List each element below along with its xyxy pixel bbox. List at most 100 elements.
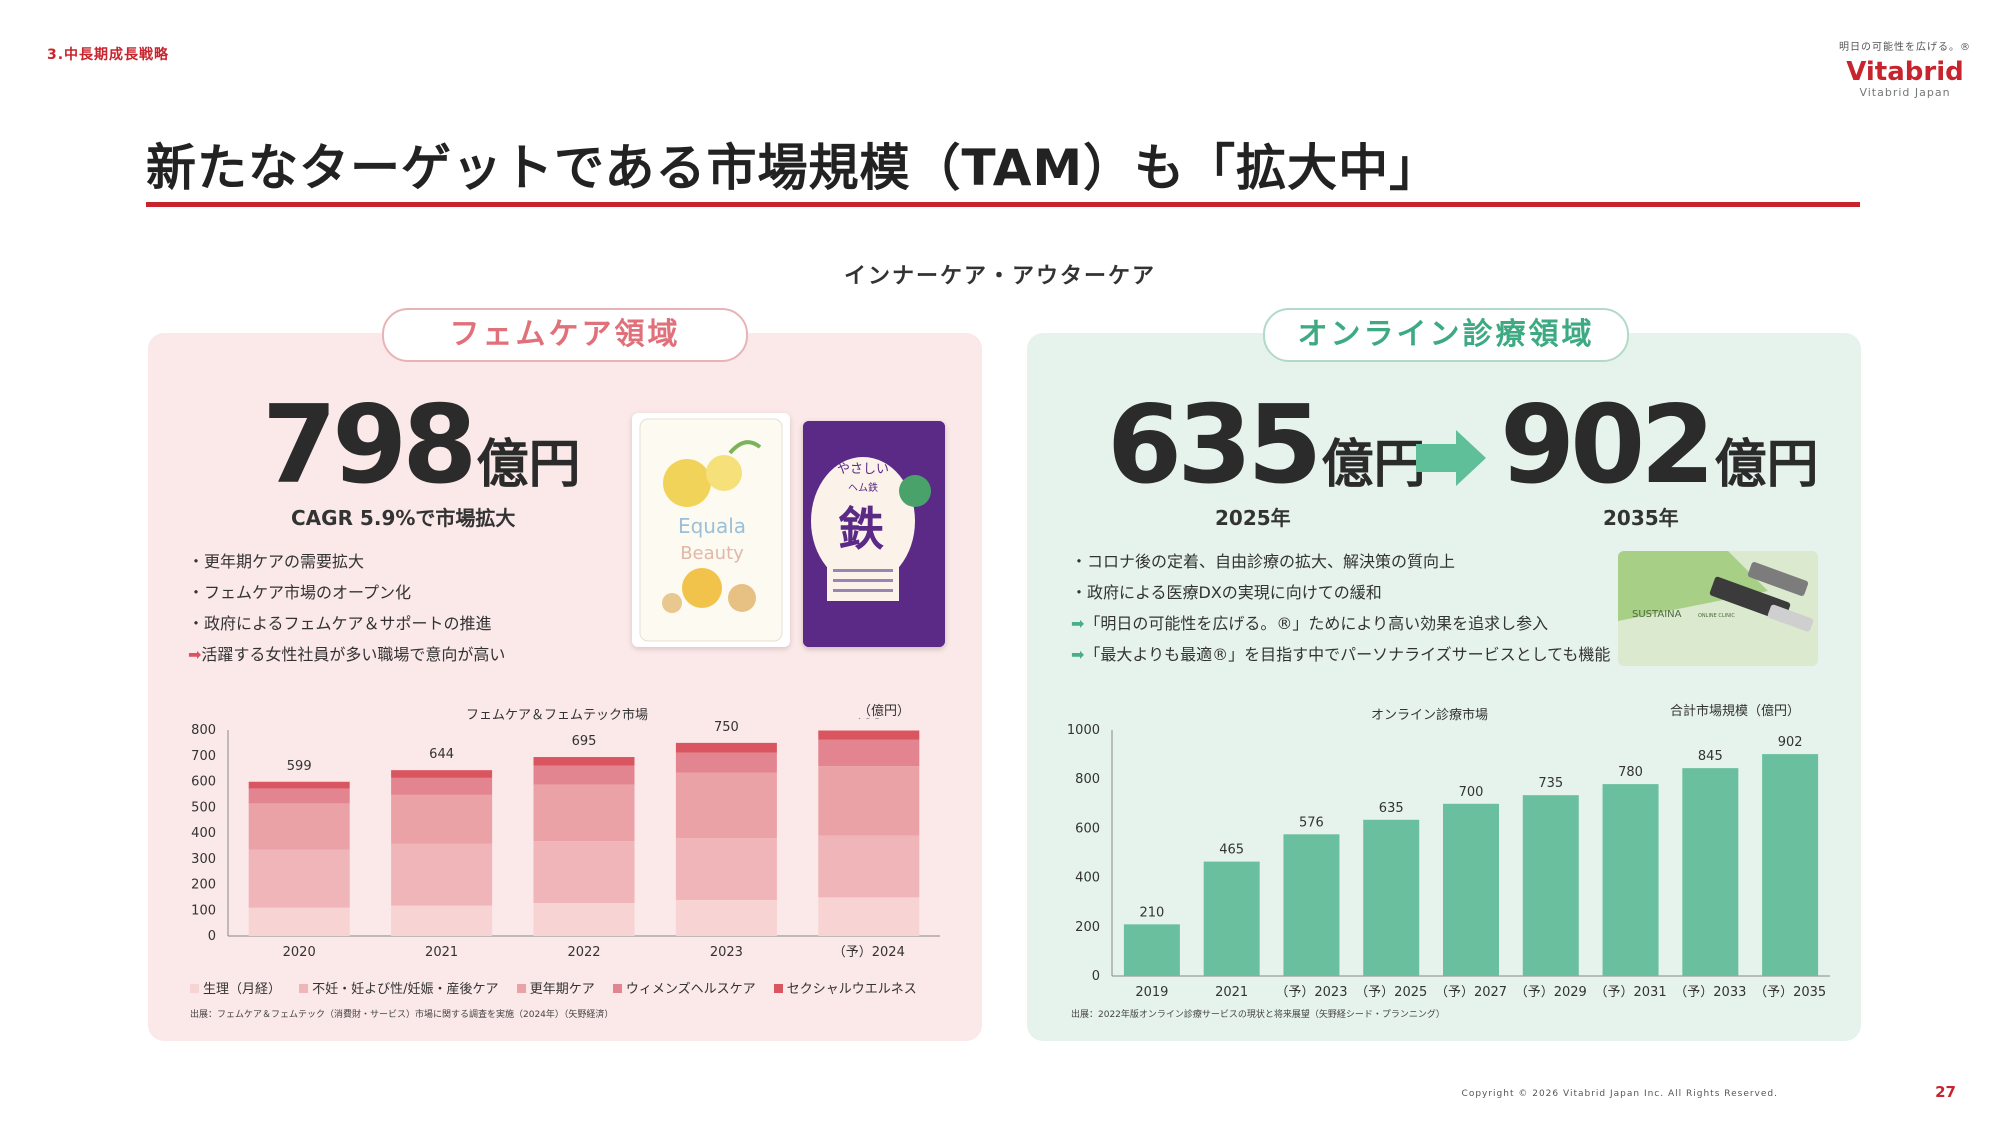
bar-value-label: 700 [1459, 785, 1484, 800]
bullet-item: ・更年期ケアの需要拡大 [188, 552, 365, 571]
arrow-bullet-item: ➡「最大よりも最適®」を目指す中でパーソナライズサービスとしても機能 [1071, 639, 1610, 670]
bar-value-label: 576 [1299, 815, 1324, 830]
y-tick-label: 0 [1092, 969, 1100, 984]
bar [1602, 784, 1659, 976]
iron-mid-text: ヘム鉄 [848, 481, 878, 494]
legend-swatch [612, 984, 622, 993]
bar-segment [391, 905, 493, 936]
iron-top-text: やさしい [837, 462, 889, 477]
bar-segment [818, 897, 920, 936]
online-from-number: 635 [1107, 383, 1322, 508]
x-tick-label: 2021 [425, 945, 458, 960]
online-source: 出展：2022年版オンライン診療サービスの現状と将来展望（矢野経シード・プランニ… [1071, 1010, 1445, 1020]
bullet-item: ・政府による医療DXの実現に向けての緩和 [1071, 583, 1382, 602]
online-total-label: 合計市場規模（億円） [1670, 704, 1801, 719]
online-bullets: ・コロナ後の定着、自由診療の拡大、解決策の質向上 ・政府による医療DXの実現に向… [1071, 546, 1610, 670]
bar-value-label: 210 [1139, 905, 1164, 920]
bar-total-label: 798 [856, 718, 881, 723]
online-to-number: 902 [1500, 383, 1715, 508]
bar-value-label: 735 [1538, 776, 1563, 791]
x-tick-label: （予）2023 [1275, 985, 1347, 1000]
bar-segment [675, 752, 777, 773]
legend-item: 生理（月経） [190, 982, 281, 997]
legend-item: 更年期ケア [516, 982, 595, 997]
page-subtitle: インナーケア・アウターケア [843, 264, 1156, 289]
bar-segment [675, 838, 777, 900]
logo-tagline: 明日の可能性を広げる。® [1839, 42, 1971, 53]
x-tick-label: （予）2035 [1754, 985, 1826, 1000]
femcare-chart-unit: （億円） [858, 704, 911, 719]
y-tick-label: 800 [1075, 772, 1100, 787]
title-underline [146, 202, 1860, 207]
femcare-amount-number: 798 [262, 383, 477, 508]
x-tick-label: 2023 [710, 945, 743, 960]
x-tick-label: （予）2024 [833, 945, 905, 960]
bar-segment [818, 766, 920, 836]
bar-segment [533, 841, 635, 904]
legend-label: 不妊・妊よび性/妊娠・産後ケア [312, 982, 499, 997]
bar-segment [248, 781, 350, 789]
logo-name: Vitabrid [1846, 57, 1964, 87]
legend-swatch [299, 984, 309, 993]
y-tick-label: 1000 [1067, 723, 1100, 738]
bar-segment [248, 849, 350, 908]
bar-segment [675, 772, 777, 839]
arrow-right-icon: ➡ [188, 645, 202, 664]
bar-segment [675, 899, 777, 936]
bar-segment [391, 843, 493, 906]
bar [1123, 924, 1180, 976]
bar-total-label: 750 [714, 720, 739, 735]
legend-swatch [190, 984, 199, 993]
bar-segment [533, 784, 635, 842]
y-tick-label: 600 [1075, 821, 1100, 836]
legend-item: ウィメンズヘルスケア [612, 982, 756, 997]
x-tick-label: 2022 [567, 945, 600, 960]
equala-product-image: Equala Beauty [632, 413, 790, 647]
equala-sub-text: Beauty [680, 543, 744, 564]
arrow-right-icon: ➡ [1071, 645, 1085, 664]
y-tick-label: 300 [191, 852, 216, 867]
bar-value-label: 465 [1219, 843, 1244, 858]
femcare-source: 出展：フェムケア＆フェムテック（消費財・サービス）市場に関する調査を実施（202… [190, 1010, 614, 1020]
bar-total-label: 644 [429, 747, 454, 762]
bar-segment [533, 765, 635, 785]
bar-segment [391, 794, 493, 844]
bar-segment [533, 903, 635, 936]
x-tick-label: 2019 [1135, 985, 1168, 1000]
y-tick-label: 400 [1075, 871, 1100, 886]
online-to-amount: 902億円 [1500, 392, 1818, 500]
y-tick-label: 800 [191, 723, 216, 738]
online-to-year: 2035年 [1603, 506, 1679, 530]
bar-segment [248, 803, 350, 850]
clinic-brand-text: SUSTAINA [1632, 609, 1682, 620]
x-tick-label: 2020 [283, 945, 316, 960]
logo-sub: Vitabrid Japan [1859, 86, 1951, 99]
bar-value-label: 902 [1778, 735, 1803, 750]
clinic-sub-text: ONLINE CLINIC [1698, 613, 1735, 619]
femcare-pill: フェムケア領域 [382, 308, 748, 362]
bar [1203, 861, 1260, 976]
x-tick-label: （予）2025 [1355, 985, 1427, 1000]
x-tick-label: （予）2027 [1435, 985, 1507, 1000]
x-tick-label: （予）2029 [1515, 985, 1587, 1000]
femcare-chart-title: フェムケア＆フェムテック市場 [466, 708, 649, 723]
bullet-item: ・コロナ後の定着、自由診療の拡大、解決策の質向上 [1071, 552, 1456, 571]
arrow-bullet-item: ➡活躍する女性社員が多い職場で意向が高い [188, 639, 505, 670]
bar [1363, 819, 1420, 976]
copyright: Copyright © 2026 Vitabrid Japan Inc. All… [1461, 1089, 1778, 1099]
y-tick-label: 100 [191, 903, 216, 918]
femcare-amount-unit: 億円 [476, 435, 581, 495]
page-number: 27 [1935, 1083, 1956, 1101]
bullet-item: ・フェムケア市場のオープン化 [188, 583, 412, 602]
femcare-stacked-bar-chart: 0 100 200 300 400 500 600 700 800 599 2020 644 2021 6… [191, 718, 940, 960]
legend-label: 更年期ケア [529, 982, 595, 997]
legend-swatch [516, 984, 526, 993]
arrow-right-icon: ➡ [1071, 614, 1085, 633]
online-chart-title: オンライン診療市場 [1371, 708, 1489, 723]
online-to-unit: 億円 [1714, 435, 1819, 495]
section-label: 3.中長期成長戦略 [47, 47, 170, 63]
x-tick-label: （予）2033 [1674, 985, 1746, 1000]
bar-segment [818, 835, 920, 898]
bar-segment [248, 907, 350, 936]
y-tick-label: 700 [191, 749, 216, 764]
